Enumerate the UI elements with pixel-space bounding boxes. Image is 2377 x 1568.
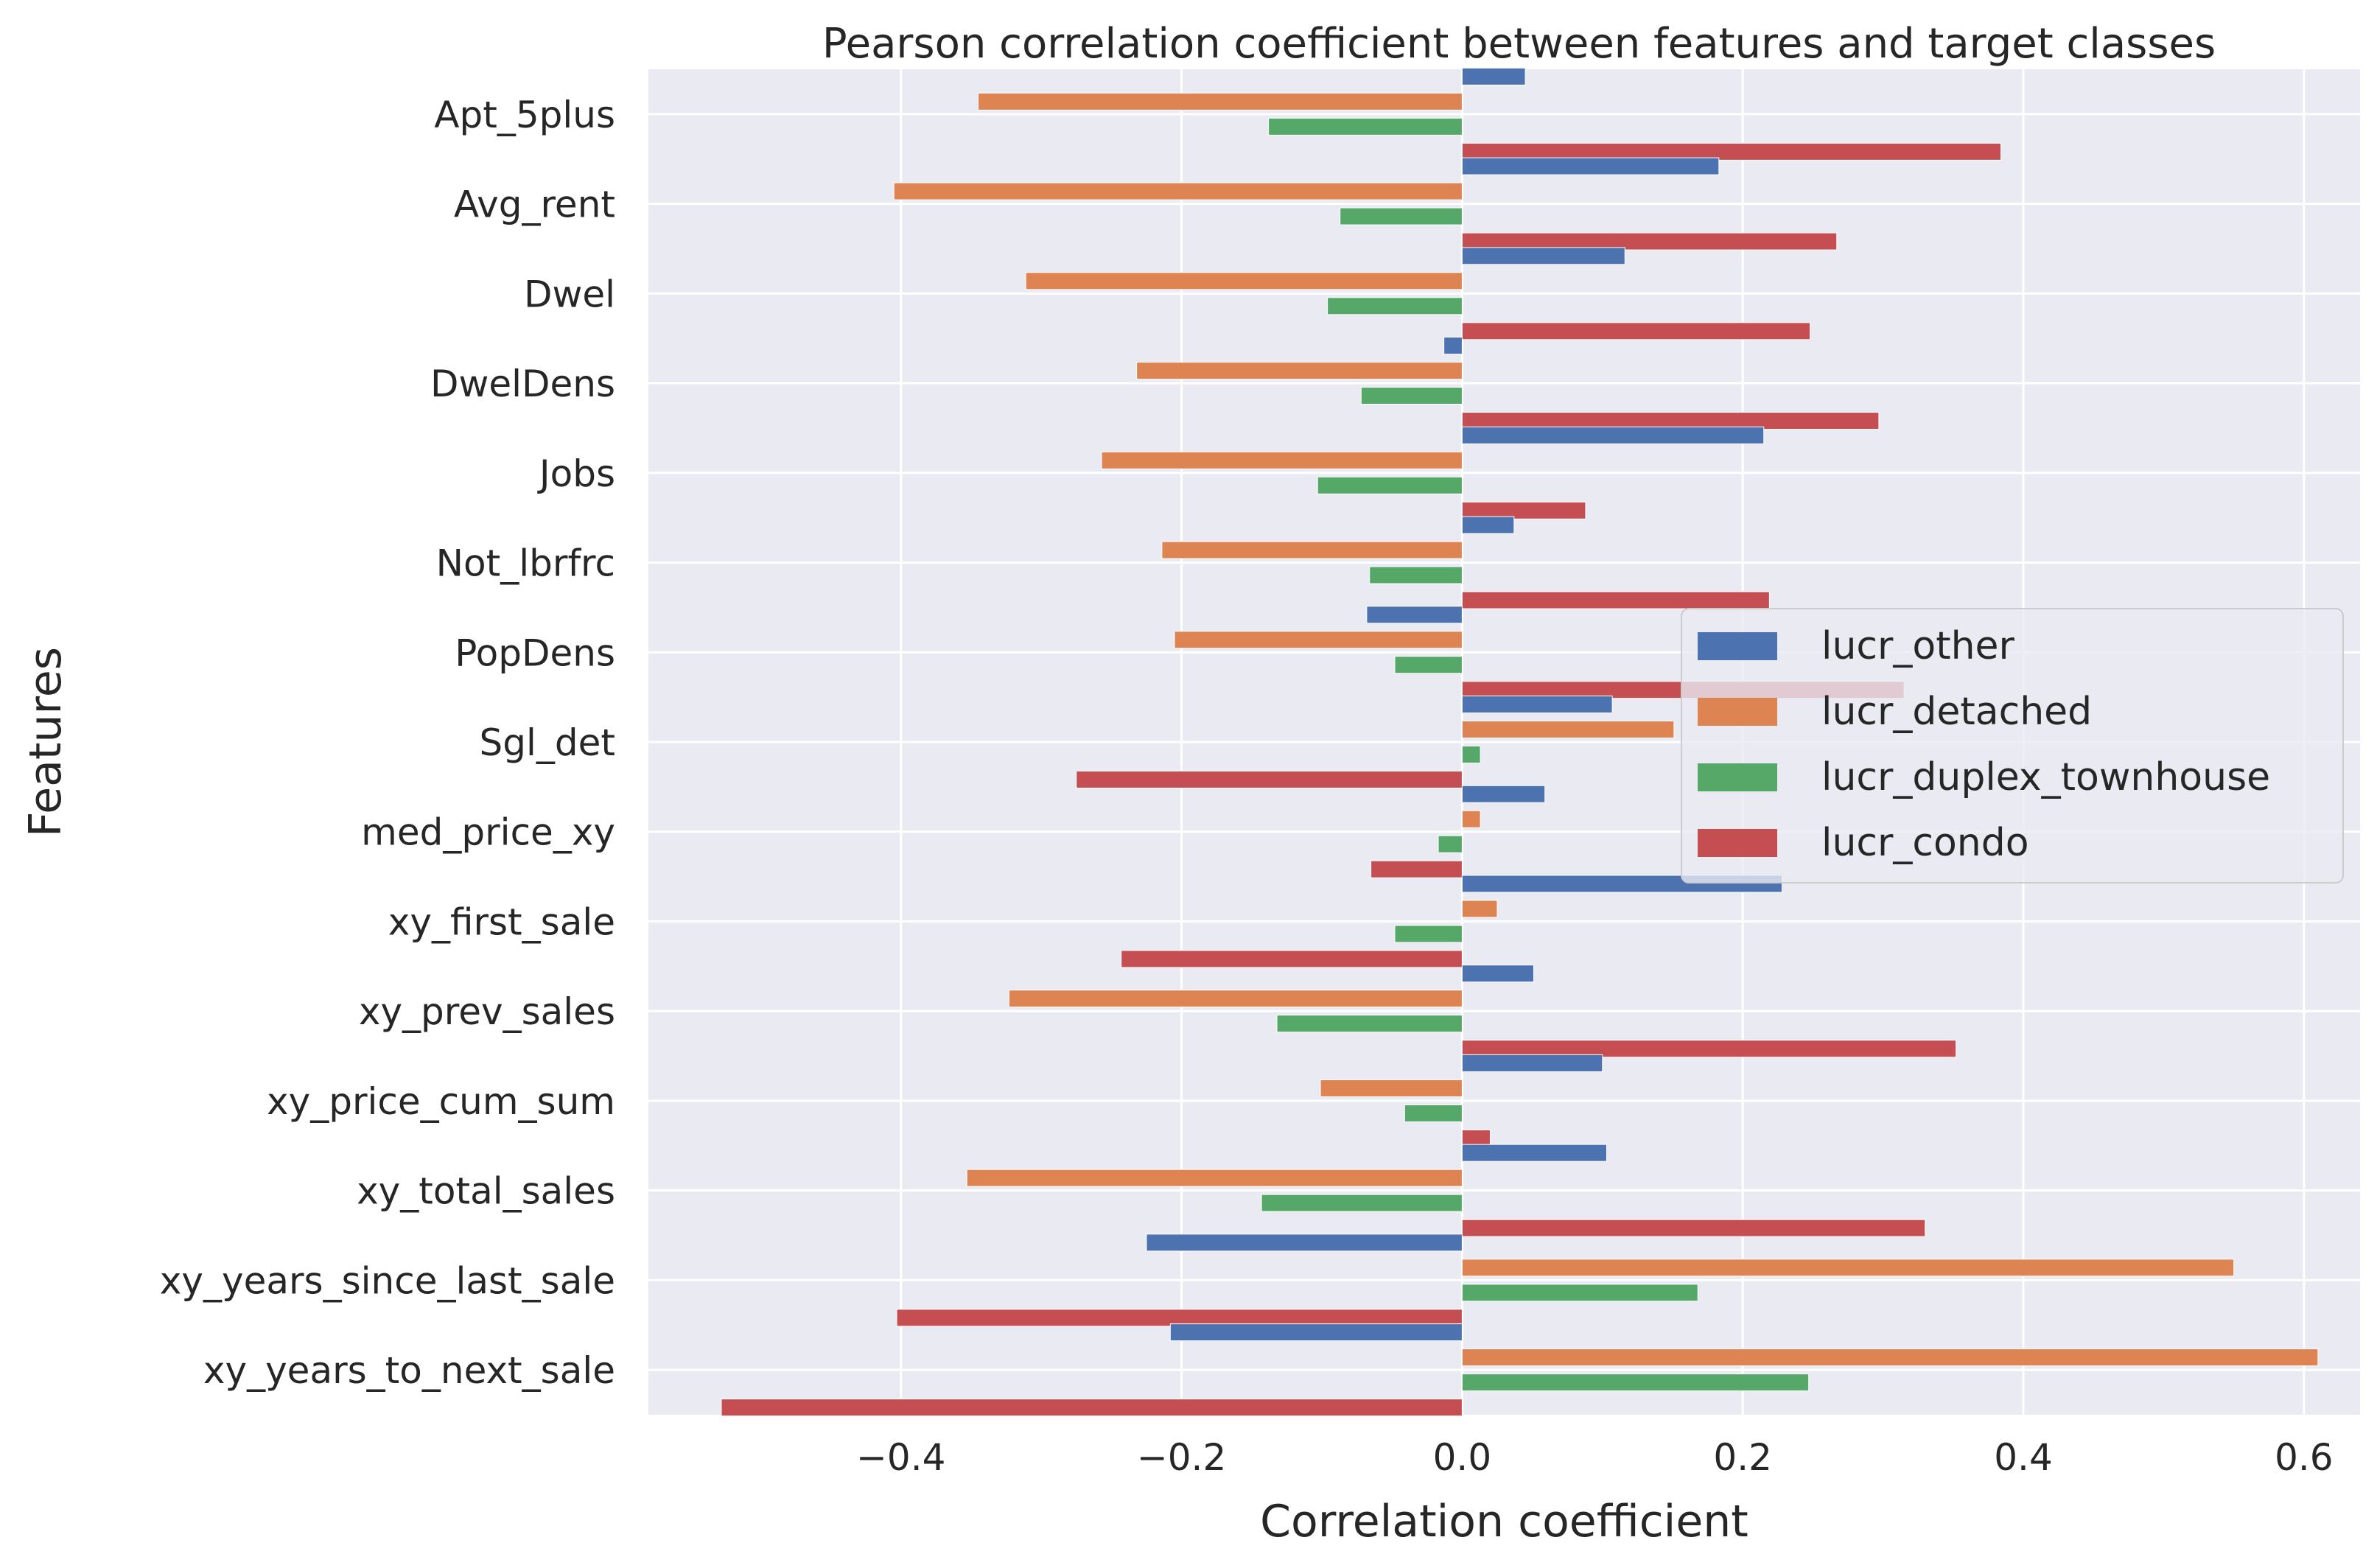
- x-tick-labels: −0.4 −0.2 0.0 0.2 0.4 0.6: [856, 1436, 2334, 1479]
- y-tick-label: Avg_rent: [454, 183, 615, 226]
- bar-lucr_detached: [893, 182, 1463, 200]
- bar-lucr_detached: [1174, 631, 1463, 649]
- bar-lucr_condo: [1461, 142, 2002, 161]
- bar-lucr_other: [1461, 516, 1515, 534]
- legend-label-lucr_other: lucr_other: [1821, 624, 2015, 668]
- bar-lucr_detached: [1136, 362, 1463, 380]
- x-axis-label: Correlation coefficient: [1260, 1496, 1748, 1547]
- bar-lucr_other: [1443, 337, 1463, 355]
- y-tick-label: xy_years_since_last_sale: [160, 1259, 615, 1302]
- x-tick-label: 0.4: [1994, 1436, 2053, 1479]
- bar-lucr_other: [1169, 1323, 1463, 1342]
- y-tick-label: PopDens: [455, 631, 615, 674]
- bar-lucr_condo: [1121, 950, 1463, 968]
- y-axis-label: Features: [20, 647, 71, 837]
- bar-lucr_duplex_townhouse: [1340, 207, 1463, 225]
- y-tick-label: xy_total_sales: [357, 1170, 615, 1213]
- bar-lucr_detached: [1008, 990, 1463, 1008]
- legend-label-lucr_condo: lucr_condo: [1821, 821, 2029, 865]
- y-tick-label: Dwel: [524, 273, 615, 315]
- bar-lucr_other: [1461, 785, 1546, 803]
- bars: [721, 67, 2319, 1417]
- bar-lucr_duplex_townhouse: [1327, 297, 1463, 315]
- x-tick-label: −0.4: [856, 1436, 945, 1479]
- bar-lucr_duplex_townhouse: [1394, 656, 1463, 674]
- bar-lucr_duplex_townhouse: [1276, 1015, 1463, 1033]
- bar-lucr_other: [1461, 157, 1720, 175]
- bar-lucr_duplex_townhouse: [1438, 835, 1463, 853]
- y-tick-label: Jobs: [537, 452, 615, 495]
- legend-swatch-lucr_detached: [1698, 698, 1777, 726]
- x-tick-label: 0.0: [1433, 1436, 1492, 1479]
- bar-lucr_duplex_townhouse: [1268, 117, 1463, 136]
- y-tick-label: Apt_5plus: [434, 94, 615, 136]
- bar-lucr_duplex_townhouse: [1394, 925, 1463, 943]
- bar-lucr_duplex_townhouse: [1261, 1194, 1463, 1212]
- bar-lucr_duplex_townhouse: [1360, 387, 1463, 405]
- legend-label-lucr_detached: lucr_detached: [1821, 690, 2092, 734]
- legend-swatch-lucr_other: [1698, 632, 1777, 660]
- bar-lucr_duplex_townhouse: [1369, 566, 1463, 584]
- bar-lucr_detached: [1461, 721, 1675, 738]
- grid: [648, 69, 2360, 1415]
- y-tick-label: xy_first_sale: [388, 900, 615, 943]
- bar-lucr_detached: [1025, 272, 1463, 290]
- bar-lucr_duplex_townhouse: [1461, 746, 1481, 763]
- bar-lucr_detached: [1101, 451, 1463, 469]
- bar-lucr_duplex_townhouse: [1461, 1284, 1698, 1302]
- legend-label-lucr_duplex_townhouse: lucr_duplex_townhouse: [1821, 755, 2270, 799]
- y-tick-label: Not_lbrfrc: [436, 542, 615, 585]
- y-tick-label: med_price_xy: [361, 811, 615, 854]
- bar-lucr_other: [1461, 965, 1534, 983]
- bar-lucr_detached: [966, 1169, 1463, 1187]
- bar-lucr_duplex_townhouse: [1404, 1104, 1463, 1122]
- bar-lucr_condo: [1461, 1219, 1926, 1237]
- bar-lucr_other: [1461, 247, 1625, 265]
- bar-lucr_condo: [1461, 501, 1586, 519]
- chart-title: Pearson correlation coefficient between …: [822, 20, 2216, 68]
- y-tick-label: xy_years_to_next_sale: [203, 1349, 615, 1392]
- bar-lucr_detached: [977, 92, 1463, 111]
- x-tick-label: 0.2: [1713, 1436, 1772, 1479]
- bar-lucr_condo: [1461, 1040, 1957, 1058]
- bar-lucr_detached: [1320, 1079, 1463, 1097]
- bar-lucr_detached: [1161, 541, 1463, 559]
- y-tick-label: xy_prev_sales: [359, 990, 615, 1033]
- legend-swatch-lucr_duplex_townhouse: [1698, 763, 1777, 791]
- bar-lucr_other: [1461, 67, 1526, 85]
- bar-lucr_condo: [1461, 591, 1770, 609]
- bar-lucr_duplex_townhouse: [1461, 1373, 1810, 1392]
- bar-lucr_condo: [1076, 771, 1463, 788]
- bar-lucr_detached: [1461, 1259, 2235, 1277]
- legend: lucr_other lucr_detached lucr_duplex_townh…: [1681, 608, 2344, 883]
- bar-lucr_other: [1461, 426, 1765, 444]
- bar-lucr_duplex_townhouse: [1317, 476, 1463, 494]
- x-tick-label: −0.2: [1137, 1436, 1226, 1479]
- bar-lucr_condo: [721, 1399, 1463, 1417]
- bar-lucr_condo: [1461, 232, 1838, 251]
- y-tick-labels: Apt_5plus Avg_rent Dwel DwelDens Jobs Not_lbr…: [160, 94, 615, 1392]
- bar-lucr_other: [1366, 606, 1463, 624]
- bar-lucr_other: [1146, 1233, 1463, 1252]
- x-tick-label: 0.6: [2275, 1436, 2334, 1479]
- bar-lucr_other: [1461, 1054, 1603, 1072]
- y-tick-label: Sgl_det: [480, 721, 615, 764]
- legend-swatch-lucr_condo: [1698, 829, 1777, 857]
- bar-lucr_condo: [1461, 322, 1811, 340]
- y-tick-label: DwelDens: [430, 363, 615, 405]
- bar-lucr_condo: [1370, 860, 1463, 878]
- y-tick-label: xy_price_cum_sum: [267, 1080, 615, 1123]
- legend-box: [1681, 608, 2344, 883]
- bar-lucr_other: [1461, 696, 1613, 713]
- bar-lucr_detached: [1461, 1348, 2319, 1367]
- bar-lucr_detached: [1461, 900, 1498, 918]
- bar-lucr_detached: [1461, 810, 1481, 828]
- bar-lucr_other: [1461, 1144, 1607, 1162]
